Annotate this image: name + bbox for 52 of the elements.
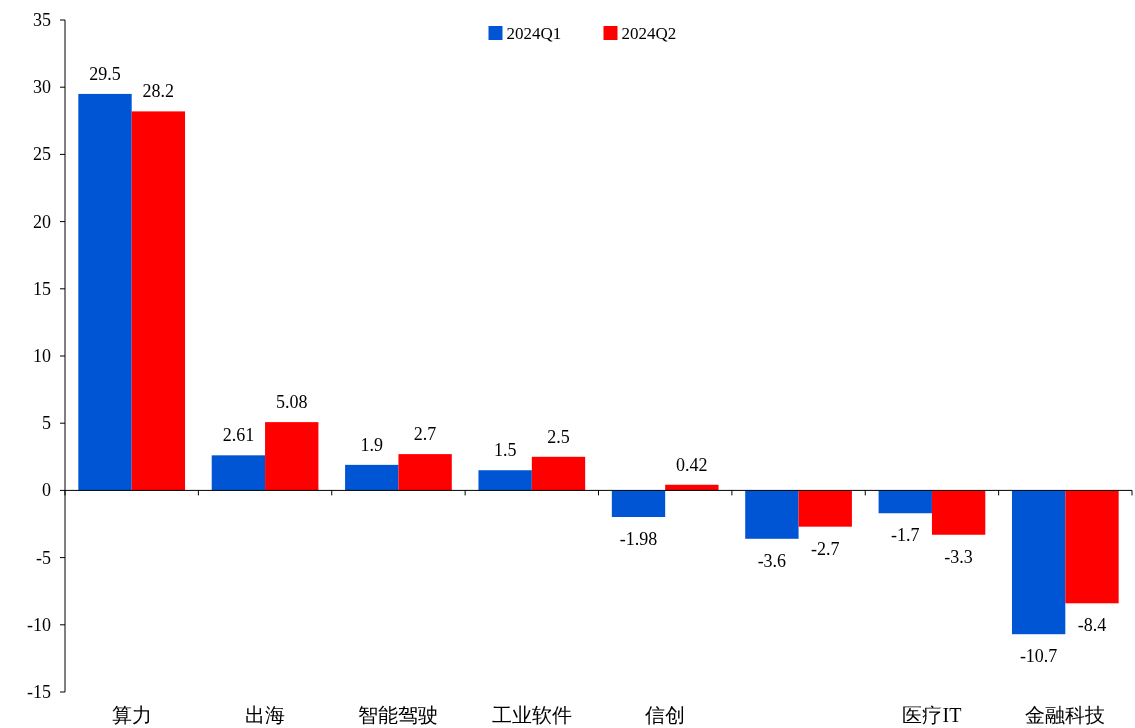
x-tick-label: 医疗IT <box>902 704 962 726</box>
bar <box>398 454 452 491</box>
bar <box>131 111 186 491</box>
bar <box>345 464 399 491</box>
data-label: 2.61 <box>222 425 255 446</box>
x-tick-label: 出海 <box>245 704 286 726</box>
data-label: -3.6 <box>757 550 787 571</box>
bar <box>531 456 586 491</box>
data-label: -3.3 <box>944 546 973 567</box>
y-tick-label: -10 <box>27 614 51 635</box>
legend-label: 2024Q2 <box>621 24 677 43</box>
data-label: 2.5 <box>547 426 570 447</box>
y-tick-label: -5 <box>36 547 51 568</box>
bar <box>665 484 719 491</box>
bar <box>78 93 132 491</box>
y-tick-label: 20 <box>33 211 51 232</box>
data-label: -1.98 <box>619 529 658 550</box>
bar <box>611 490 666 518</box>
y-tick-label: 10 <box>33 346 51 366</box>
y-tick-label: 5 <box>42 413 51 434</box>
data-label: -1.7 <box>891 525 920 546</box>
bar <box>931 490 986 535</box>
x-tick-label: 信创 <box>645 704 686 726</box>
bar <box>265 422 319 491</box>
bar <box>1065 490 1119 604</box>
x-tick-label: 金融科技 <box>1025 704 1106 726</box>
y-tick-label: 15 <box>33 278 51 299</box>
legend-label: 2024Q1 <box>506 24 562 43</box>
data-label: 1.9 <box>360 434 384 455</box>
data-label: 2.7 <box>413 424 437 445</box>
data-label: 0.42 <box>676 454 708 475</box>
data-label: -10.7 <box>1019 646 1058 667</box>
y-tick-label: -15 <box>27 682 51 702</box>
y-tick-label: 35 <box>33 10 51 30</box>
bar <box>745 490 799 539</box>
y-tick-label: 30 <box>33 77 51 98</box>
data-label: 5.08 <box>275 392 308 413</box>
x-tick-label: 智能驾驶 <box>358 704 439 726</box>
x-tick-label: 算力 <box>111 704 152 726</box>
data-label: 1.5 <box>493 440 517 461</box>
bar <box>478 470 532 491</box>
bar <box>798 490 852 527</box>
bar <box>1011 490 1066 635</box>
x-tick-label: 工业软件 <box>491 704 572 726</box>
y-tick-label: 0 <box>42 480 51 501</box>
data-label: 29.5 <box>89 63 121 84</box>
bar <box>211 455 266 491</box>
data-label: 28.2 <box>142 81 175 102</box>
y-tick-label: 25 <box>33 144 51 165</box>
bar <box>878 490 932 514</box>
data-label: -8.4 <box>1077 615 1107 636</box>
data-label: -2.7 <box>810 538 840 559</box>
